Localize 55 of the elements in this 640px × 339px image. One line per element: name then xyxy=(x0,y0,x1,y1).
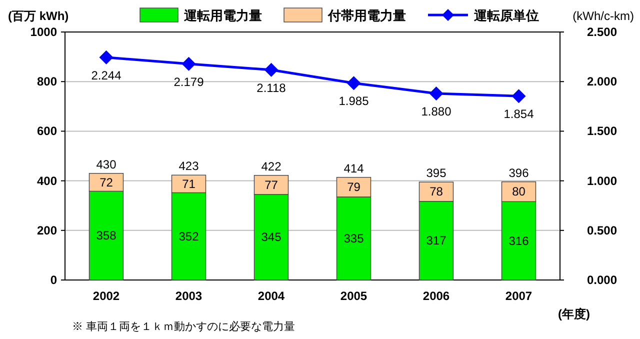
x-tick-label: 2007 xyxy=(505,289,532,303)
point xyxy=(182,56,196,71)
data-label: 358 xyxy=(96,228,117,243)
point xyxy=(429,86,444,101)
total-label: 396 xyxy=(508,166,530,180)
y2-axis-title: (kWh/c-km) xyxy=(572,9,634,23)
data-label: 2.179 xyxy=(174,74,204,89)
data-label: 2.118 xyxy=(256,80,286,95)
data-label: 72 xyxy=(100,175,114,190)
data-label: 316 xyxy=(508,234,530,248)
total-label: 395 xyxy=(426,166,447,180)
y2-tick-label: 2.500 xyxy=(586,25,618,39)
x-axis-title: (年度) xyxy=(558,307,590,321)
data-label: 1.985 xyxy=(338,94,370,108)
legend-label: 付帯用電力量 xyxy=(327,8,406,23)
y2-tick-label: 0.000 xyxy=(586,273,618,287)
y-tick-label: 1000 xyxy=(30,25,58,39)
data-label: 2.244 xyxy=(91,68,122,82)
data-label: 352 xyxy=(178,229,200,244)
point xyxy=(99,50,114,64)
y2-tick-label: 0.500 xyxy=(586,223,618,238)
data-label: 80 xyxy=(512,184,526,199)
y2-tick-label: 1.000 xyxy=(586,174,618,188)
x-tick-label: 2003 xyxy=(175,289,202,303)
point xyxy=(264,62,278,77)
text: ※ 車両１両を１ｋｍ動かすのに必要な電力量 xyxy=(72,320,296,333)
x-tick-label: 2005 xyxy=(340,289,368,303)
data-label: 71 xyxy=(182,176,196,191)
y-tick-label: 800 xyxy=(36,74,58,89)
data-label: 79 xyxy=(347,180,361,194)
total-label: 423 xyxy=(178,159,200,174)
data-label: 78 xyxy=(430,184,444,199)
y-axis-title: (百万 kWh) xyxy=(8,9,69,23)
legend-label: 運転用電力量 xyxy=(183,8,262,23)
total-label: 414 xyxy=(344,161,364,176)
x-tick-label: 2006 xyxy=(422,289,450,303)
y-tick-label: 0 xyxy=(50,273,58,287)
data-label: 1.880 xyxy=(421,104,452,119)
y2-tick-label: 2.000 xyxy=(586,74,618,89)
point xyxy=(346,76,361,90)
x-tick-label: 2004 xyxy=(258,289,285,303)
total-label: 430 xyxy=(96,157,117,172)
total-label: 422 xyxy=(261,159,282,174)
y-tick-label: 200 xyxy=(36,223,58,238)
data-label: 77 xyxy=(264,178,278,192)
point xyxy=(512,89,526,104)
y-tick-label: 600 xyxy=(36,124,58,138)
y2-tick-label: 1.500 xyxy=(586,124,618,138)
y-tick-label: 400 xyxy=(36,174,58,188)
data-label: 1.854 xyxy=(504,107,534,122)
legend-label: 運転原単位 xyxy=(473,8,539,23)
x-tick-label: 2002 xyxy=(92,289,120,303)
data-label: 345 xyxy=(261,230,282,244)
data-label: 317 xyxy=(426,234,447,248)
data-label: 335 xyxy=(344,231,364,246)
